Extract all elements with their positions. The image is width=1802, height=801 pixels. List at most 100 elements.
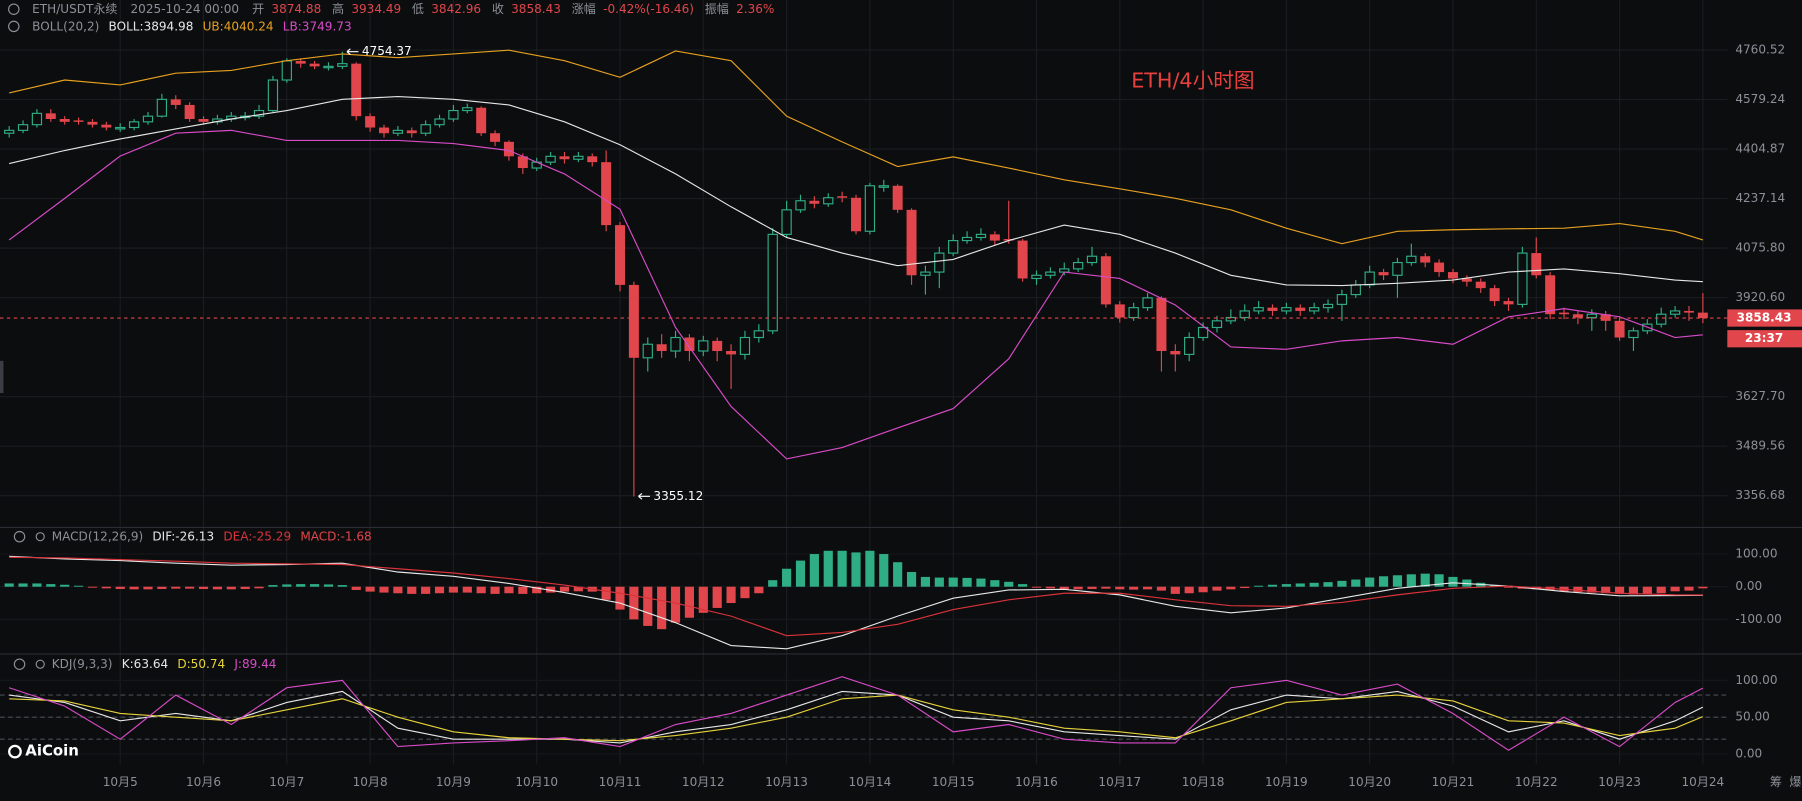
- histogram-bar: [198, 586, 209, 589]
- candle-body: [1392, 261, 1403, 276]
- candle-body: [1600, 314, 1611, 321]
- x-tick-label: 10月6: [186, 775, 221, 789]
- histogram-bar: [1073, 586, 1083, 590]
- candle-body: [1656, 313, 1667, 325]
- candle-body: [961, 236, 973, 242]
- histogram-bar: [254, 586, 264, 589]
- x-tick-label: 10月16: [1015, 775, 1058, 789]
- histogram-bar: [46, 584, 56, 587]
- y-tick-label: 100.00: [1735, 547, 1777, 561]
- candle-body: [809, 200, 820, 204]
- histogram-bar: [1628, 586, 1639, 595]
- last-price-tag: [1727, 309, 1802, 327]
- candle-body: [1350, 284, 1361, 296]
- histogram-bar: [1129, 586, 1139, 590]
- histogram-bar: [490, 586, 500, 594]
- candle-body: [323, 65, 334, 69]
- candle-body: [309, 63, 320, 67]
- tool-button[interactable]: 爆: [1789, 775, 1801, 789]
- extreme-arrow: [638, 493, 650, 500]
- histogram-bar: [670, 586, 681, 623]
- candle-body: [1683, 310, 1694, 313]
- symbol-icon[interactable]: [8, 3, 20, 15]
- extreme-arrow: [346, 48, 359, 56]
- histogram-bar: [101, 586, 111, 589]
- x-tick-label: 10月10: [515, 775, 558, 789]
- alert-icon[interactable]: [35, 659, 45, 669]
- candle-body: [1489, 288, 1500, 302]
- histogram-bar: [1115, 586, 1125, 590]
- candle-body: [59, 119, 70, 122]
- candle-body: [420, 124, 431, 134]
- candle-body: [1253, 307, 1264, 312]
- indicator-icon[interactable]: [13, 658, 26, 670]
- side-tab[interactable]: [0, 360, 4, 394]
- candle-body: [365, 116, 376, 128]
- histogram-bar: [1406, 574, 1416, 587]
- histogram-bar: [73, 585, 84, 587]
- ohlc-value: 3842.96: [431, 2, 481, 16]
- candle-body: [1045, 271, 1056, 276]
- histogram-bar: [1656, 586, 1666, 594]
- indicator-line: [8, 129, 1703, 460]
- legend-entry: MACD:-1.68: [300, 529, 371, 543]
- histogram-bar: [1142, 586, 1153, 590]
- candle-body: [1475, 281, 1486, 289]
- ohlc-value: 3874.88: [271, 2, 321, 16]
- histogram-bar: [1295, 583, 1305, 587]
- candle-body: [948, 240, 959, 254]
- candle-body: [795, 200, 806, 211]
- histogram-bar: [157, 586, 167, 589]
- y-tick-label: 3920.60: [1735, 290, 1785, 304]
- candle-body: [1434, 262, 1445, 273]
- amplitude: 2.36%: [736, 2, 774, 16]
- histogram-bar: [920, 576, 931, 587]
- histogram-bar: [837, 550, 847, 587]
- histogram-bar: [698, 586, 708, 613]
- histogram-bar: [823, 550, 833, 587]
- candle-body: [1267, 307, 1278, 311]
- candle-body: [559, 156, 570, 160]
- histogram-bar: [657, 586, 667, 630]
- histogram-bar: [615, 586, 625, 610]
- candle-body: [1628, 330, 1639, 339]
- candle-body: [1281, 307, 1292, 312]
- y-tick-label: 3356.68: [1735, 488, 1785, 502]
- indicator-icon[interactable]: [8, 20, 20, 33]
- candle-body: [184, 104, 195, 120]
- candle-body: [170, 99, 181, 105]
- symbol: ETH/USDT永续: [32, 2, 117, 16]
- histogram-bar: [18, 583, 28, 587]
- alert-icon[interactable]: [35, 532, 45, 542]
- tool-button[interactable]: 筹: [1770, 775, 1782, 789]
- x-tick-label: 10月22: [1515, 775, 1558, 789]
- chart-annotation: ETH/4小时图: [1131, 69, 1254, 93]
- histogram-bar: [115, 586, 125, 589]
- legend-entry: J:89.44: [233, 657, 276, 671]
- legend-entry: D:50.74: [177, 657, 225, 671]
- candle-body: [1072, 261, 1084, 270]
- candle-body: [31, 112, 43, 126]
- histogram-bar: [296, 584, 306, 587]
- candle-body: [267, 79, 279, 112]
- candle-body: [1531, 253, 1542, 276]
- legend-entry: K:63.64: [122, 657, 168, 671]
- histogram-bar: [934, 577, 944, 587]
- candle-body: [1100, 256, 1111, 305]
- histogram-bar: [948, 577, 958, 587]
- indicator-name: KDJ(9,3,3): [52, 657, 113, 671]
- histogram-bar: [1254, 585, 1264, 587]
- candle-body: [490, 133, 501, 142]
- y-tick-label: 100.00: [1735, 673, 1777, 687]
- candle-body: [281, 60, 292, 81]
- indicator-icon[interactable]: [13, 530, 26, 543]
- logo-icon: [8, 744, 22, 759]
- histogram-bar: [185, 586, 195, 589]
- histogram-bar: [879, 554, 889, 587]
- histogram-bar: [1059, 586, 1069, 589]
- candle-body: [1447, 272, 1458, 279]
- indicator-line: [9, 49, 1704, 245]
- legend-entry: LB:3749.73: [283, 19, 352, 33]
- candle-body: [975, 233, 987, 239]
- histogram-bar: [601, 586, 611, 600]
